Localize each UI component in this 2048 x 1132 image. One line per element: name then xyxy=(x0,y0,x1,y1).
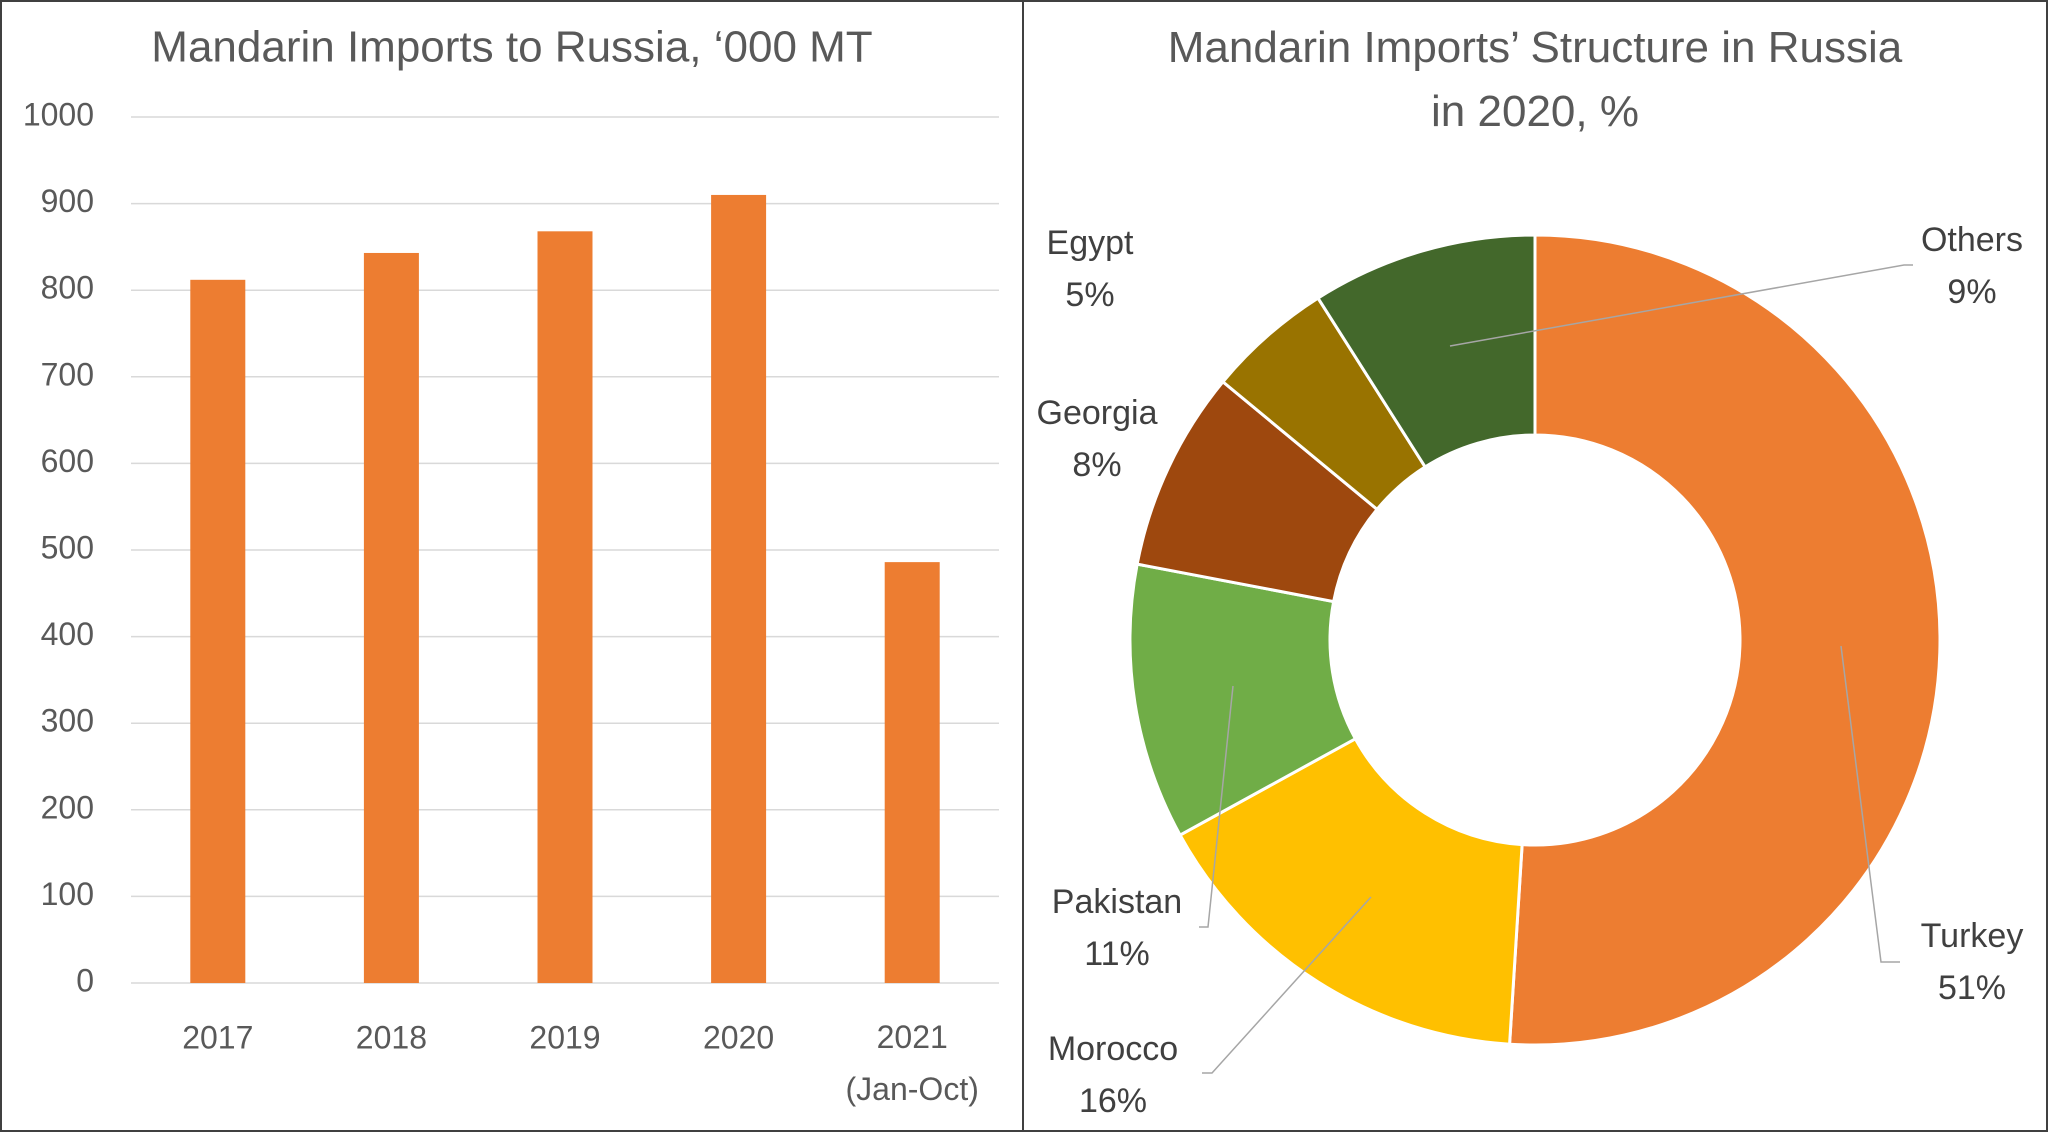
y-tick-label: 500 xyxy=(41,529,94,565)
data-label-name: Egypt xyxy=(1047,224,1134,262)
donut-segment xyxy=(1128,562,1358,838)
y-tick-label: 800 xyxy=(41,270,94,306)
donut-segment xyxy=(1507,233,1942,1047)
bar xyxy=(537,231,593,983)
x-tick-label: 2020 xyxy=(703,1019,774,1055)
y-tick-label: 300 xyxy=(41,703,94,739)
bar xyxy=(711,194,767,983)
x-tick-label: 2017 xyxy=(182,1019,253,1055)
data-label-value: 5% xyxy=(1065,276,1114,314)
x-tick-label: 2019 xyxy=(529,1019,600,1055)
data-label-value: 51% xyxy=(1938,969,2006,1007)
data-label-name: Turkey xyxy=(1921,917,2024,955)
data-label-value: 8% xyxy=(1072,446,1121,484)
leader-line xyxy=(1199,685,1234,928)
y-tick-label: 200 xyxy=(41,789,94,825)
leader-line xyxy=(1449,264,1913,347)
x-tick-label: 2021 (Jan-Oct) xyxy=(846,1019,979,1107)
y-tick-label: 400 xyxy=(41,616,94,652)
y-tick-label: 600 xyxy=(41,443,94,479)
data-label-value: 9% xyxy=(1947,273,1996,311)
donut-segment xyxy=(1315,233,1537,469)
y-tick-label: 1000 xyxy=(23,96,94,132)
leader-line xyxy=(1202,896,1372,1074)
donut-segment xyxy=(1178,736,1524,1046)
data-label-name: Georgia xyxy=(1037,394,1158,432)
data-label-value: 16% xyxy=(1079,1082,1147,1120)
data-label-name: Pakistan xyxy=(1052,883,1182,921)
bar xyxy=(190,279,246,984)
bar xyxy=(884,562,940,983)
data-label-name: Morocco xyxy=(1048,1030,1178,1068)
y-tick-label: 0 xyxy=(76,962,94,998)
y-tick-label: 900 xyxy=(41,183,94,219)
leader-line xyxy=(1840,645,1900,963)
chart-title: Mandarin Imports’ Structure in Russia in … xyxy=(1168,23,1903,136)
data-label-value: 11% xyxy=(1084,935,1150,973)
x-tick-label: 2018 xyxy=(356,1019,427,1055)
data-label-name: Others xyxy=(1921,221,2023,259)
y-tick-label: 100 xyxy=(41,876,94,912)
y-tick-label: 700 xyxy=(41,356,94,392)
chart-title: Mandarin Imports to Russia, ‘000 MT xyxy=(151,23,872,72)
bar xyxy=(363,252,419,983)
